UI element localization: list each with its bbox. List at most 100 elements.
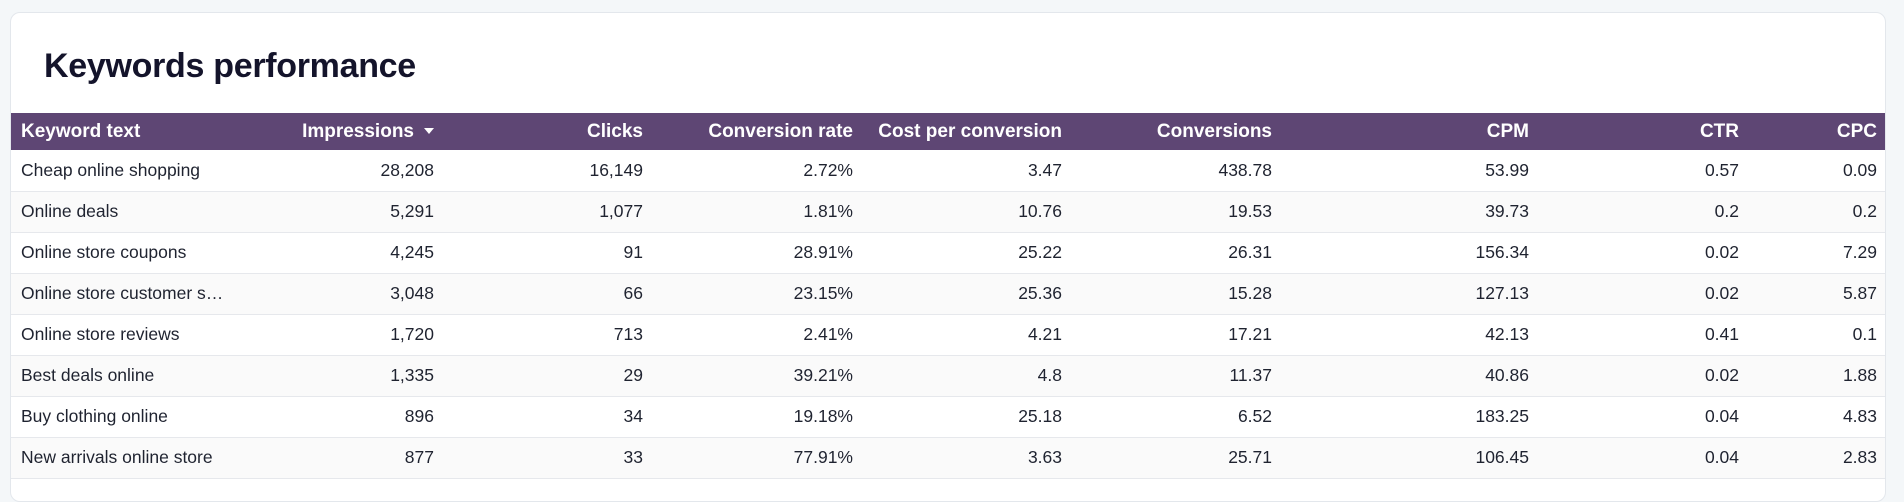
conversion-rate-cell: 77.91%: [653, 437, 863, 479]
cpc-cell: 1.88: [1749, 355, 1885, 397]
conversion-rate-cell: 19.18%: [653, 396, 863, 438]
impressions-cell: 1,720: [235, 314, 444, 356]
cost-per-conversion-cell: 3.47: [863, 150, 1072, 192]
clicks-cell: 91: [444, 232, 653, 274]
keyword-text-cell: Best deals online: [11, 355, 235, 397]
keyword-text-cell: Cheap online shopping: [11, 150, 235, 192]
ctr-cell: 0.41: [1539, 314, 1749, 356]
cpm-cell: 127.13: [1282, 273, 1539, 315]
cost-per-conversion-cell: 25.36: [863, 273, 1072, 315]
conversions-cell: 17.21: [1072, 314, 1282, 356]
col-header-conversion-rate[interactable]: Conversion rate: [653, 113, 863, 150]
table-header-row: Keyword text Impressions Clicks Conversi…: [11, 113, 1885, 150]
cpm-cell: 42.13: [1282, 314, 1539, 356]
ctr-cell: 0.02: [1539, 273, 1749, 315]
col-header-cost-per-conversion[interactable]: Cost per conversion: [863, 113, 1072, 150]
clicks-cell: 16,149: [444, 150, 653, 192]
cost-per-conversion-cell: 10.76: [863, 191, 1072, 233]
table-row[interactable]: Online store coupons 4,245 91 28.91% 25.22 26…: [11, 232, 1885, 274]
col-header-cpc[interactable]: CPC: [1749, 113, 1885, 150]
table-row[interactable]: Online store customer serv… 3,048 66 23.15%…: [11, 273, 1885, 315]
table-body: Cheap online shopping 28,208 16,149 2.72% 3.…: [11, 150, 1885, 479]
clicks-cell: 713: [444, 314, 653, 356]
ctr-cell: 0.04: [1539, 396, 1749, 438]
col-header-keyword-text[interactable]: Keyword text: [11, 113, 235, 150]
cpc-cell: 5.87: [1749, 273, 1885, 315]
table-row[interactable]: Cheap online shopping 28,208 16,149 2.72% 3.…: [11, 150, 1885, 192]
col-header-label: CPM: [1486, 120, 1529, 142]
keyword-text-cell: Online store coupons: [11, 232, 235, 274]
table-row[interactable]: Buy clothing online 896 34 19.18% 25.18 6.52 1…: [11, 396, 1885, 438]
cpm-cell: 183.25: [1282, 396, 1539, 438]
col-header-conversions[interactable]: Conversions: [1072, 113, 1282, 150]
table-row[interactable]: Online store reviews 1,720 713 2.41% 4.21 17.…: [11, 314, 1885, 356]
conversion-rate-cell: 28.91%: [653, 232, 863, 274]
col-header-clicks[interactable]: Clicks: [444, 113, 653, 150]
clicks-cell: 33: [444, 437, 653, 479]
ctr-cell: 0.2: [1539, 191, 1749, 233]
clicks-cell: 1,077: [444, 191, 653, 233]
table-row[interactable]: Online deals 5,291 1,077 1.81% 10.76 19.53 39.…: [11, 191, 1885, 233]
cpm-cell: 106.45: [1282, 437, 1539, 479]
col-header-label: Cost per conversion: [878, 120, 1062, 142]
cpc-cell: 7.29: [1749, 232, 1885, 274]
cpm-cell: 40.86: [1282, 355, 1539, 397]
cost-per-conversion-cell: 4.21: [863, 314, 1072, 356]
col-header-cpm[interactable]: CPM: [1282, 113, 1539, 150]
conversions-cell: 438.78: [1072, 150, 1282, 192]
col-header-label: Conversions: [1156, 120, 1272, 142]
cost-per-conversion-cell: 4.8: [863, 355, 1072, 397]
conversions-cell: 26.31: [1072, 232, 1282, 274]
impressions-cell: 1,335: [235, 355, 444, 397]
impressions-cell: 877: [235, 437, 444, 479]
keywords-performance-card: Keywords performance Keyword text Impres…: [10, 12, 1886, 502]
keyword-text-cell: New arrivals online store: [11, 437, 235, 479]
keyword-text-cell: Online deals: [11, 191, 235, 233]
ctr-cell: 0.02: [1539, 355, 1749, 397]
cost-per-conversion-cell: 3.63: [863, 437, 1072, 479]
col-header-label: CTR: [1699, 120, 1739, 142]
ctr-cell: 0.04: [1539, 437, 1749, 479]
keyword-text-cell: Online store reviews: [11, 314, 235, 356]
cpc-cell: 4.83: [1749, 396, 1885, 438]
cpm-cell: 156.34: [1282, 232, 1539, 274]
conversions-cell: 6.52: [1072, 396, 1282, 438]
col-header-impressions[interactable]: Impressions: [235, 113, 444, 150]
cpc-cell: 0.09: [1749, 150, 1885, 192]
conversions-cell: 11.37: [1072, 355, 1282, 397]
col-header-label: CPC: [1836, 120, 1877, 142]
impressions-cell: 896: [235, 396, 444, 438]
col-header-label: Impressions: [302, 120, 414, 142]
keywords-table: Keyword text Impressions Clicks Conversi…: [11, 113, 1885, 479]
sort-descending-icon: [424, 128, 434, 135]
col-header-ctr[interactable]: CTR: [1539, 113, 1749, 150]
clicks-cell: 66: [444, 273, 653, 315]
conversions-cell: 25.71: [1072, 437, 1282, 479]
card-title: Keywords performance: [44, 47, 416, 85]
col-header-label: Keyword text: [21, 120, 141, 142]
conversions-cell: 15.28: [1072, 273, 1282, 315]
clicks-cell: 34: [444, 396, 653, 438]
impressions-cell: 28,208: [235, 150, 444, 192]
ctr-cell: 0.57: [1539, 150, 1749, 192]
conversion-rate-cell: 1.81%: [653, 191, 863, 233]
impressions-cell: 3,048: [235, 273, 444, 315]
cost-per-conversion-cell: 25.22: [863, 232, 1072, 274]
conversion-rate-cell: 2.72%: [653, 150, 863, 192]
keyword-text-cell: Buy clothing online: [11, 396, 235, 438]
conversion-rate-cell: 39.21%: [653, 355, 863, 397]
conversions-cell: 19.53: [1072, 191, 1282, 233]
cost-per-conversion-cell: 25.18: [863, 396, 1072, 438]
impressions-cell: 5,291: [235, 191, 444, 233]
table-row[interactable]: Best deals online 1,335 29 39.21% 4.8 11.37 40…: [11, 355, 1885, 397]
ctr-cell: 0.02: [1539, 232, 1749, 274]
cpm-cell: 53.99: [1282, 150, 1539, 192]
conversion-rate-cell: 23.15%: [653, 273, 863, 315]
conversion-rate-cell: 2.41%: [653, 314, 863, 356]
keyword-text-cell: Online store customer serv…: [11, 273, 235, 315]
cpc-cell: 2.83: [1749, 437, 1885, 479]
table-row[interactable]: New arrivals online store 877 33 77.91% 3.63…: [11, 437, 1885, 479]
col-header-label: Conversion rate: [708, 120, 853, 142]
col-header-label: Clicks: [587, 120, 643, 142]
cpc-cell: 0.2: [1749, 191, 1885, 233]
